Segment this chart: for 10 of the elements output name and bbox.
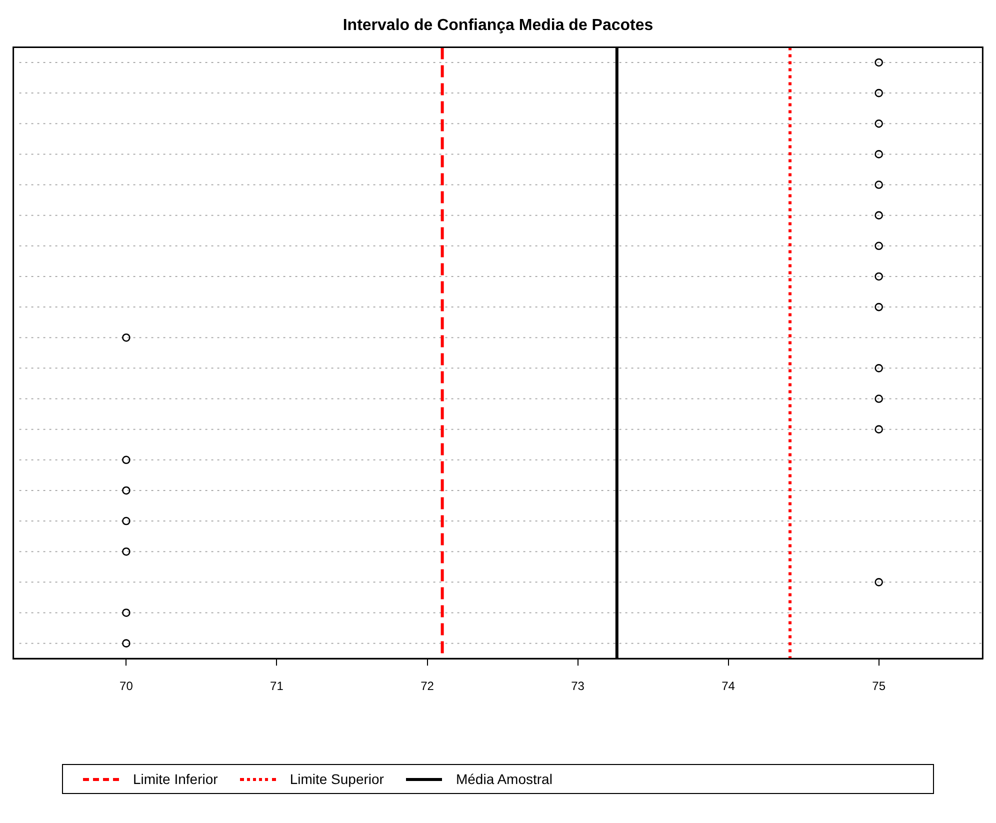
x-tick-label: 73	[571, 679, 585, 694]
x-tick-label: 72	[420, 679, 434, 694]
legend-label: Média Amostral	[456, 771, 552, 787]
chart-title: Intervalo de Confiança Media de Pacotes	[342, 17, 654, 34]
x-tick-label: 74	[722, 679, 736, 694]
x-tick-label: 70	[120, 679, 134, 694]
legend-label: Limite Inferior	[133, 771, 218, 787]
x-tick-label: 75	[872, 679, 886, 694]
x-tick-label: 71	[270, 679, 284, 694]
legend-label: Limite Superior	[290, 771, 384, 787]
